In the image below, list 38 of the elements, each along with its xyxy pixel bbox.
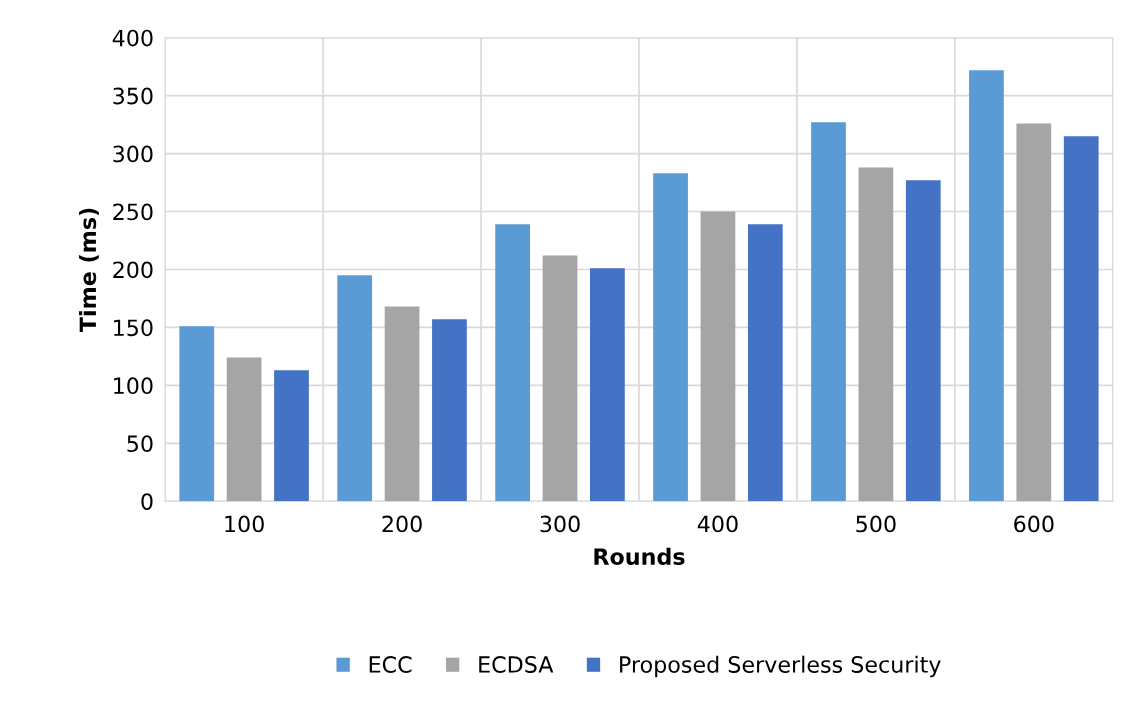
bar — [337, 275, 373, 502]
bar — [432, 319, 467, 502]
bar — [653, 173, 688, 502]
y-tick-label: 200 — [113, 261, 153, 279]
bar — [542, 255, 578, 502]
bar — [969, 70, 1004, 502]
bar — [384, 306, 420, 502]
legend-label: ECC — [369, 656, 412, 673]
bar — [905, 180, 941, 502]
bar — [590, 268, 625, 502]
x-axis-title: Rounds — [594, 547, 685, 565]
bar — [811, 122, 846, 502]
bar — [495, 224, 530, 502]
y-axis-title: Time (ms) — [79, 208, 99, 333]
y-tick-label: 250 — [113, 203, 153, 221]
y-tick-label: 300 — [113, 145, 153, 163]
y-tick-label: 150 — [114, 319, 153, 337]
y-tick-label: 50 — [127, 435, 153, 453]
x-tick-label: 300 — [540, 515, 580, 533]
x-tick-label: 200 — [382, 515, 422, 533]
bar — [179, 326, 215, 502]
legend-label: Proposed Serverless Security — [620, 655, 941, 678]
y-tick-label: 400 — [112, 29, 153, 47]
y-tick-label: 350 — [113, 87, 153, 105]
x-tick-label: 500 — [856, 515, 896, 533]
bar — [274, 370, 309, 502]
bar — [226, 357, 262, 502]
x-tick-label: 100 — [225, 515, 264, 533]
x-tick-label: 600 — [1014, 515, 1054, 533]
bar — [747, 224, 783, 502]
y-tick-label: 100 — [114, 377, 153, 395]
bar — [1063, 136, 1099, 502]
legend-label: ECDSA — [479, 656, 554, 673]
bar — [700, 211, 736, 502]
x-tick-label: 400 — [697, 515, 738, 533]
y-tick-label: 0 — [141, 493, 153, 511]
bar — [1016, 123, 1052, 502]
bar — [858, 167, 894, 502]
